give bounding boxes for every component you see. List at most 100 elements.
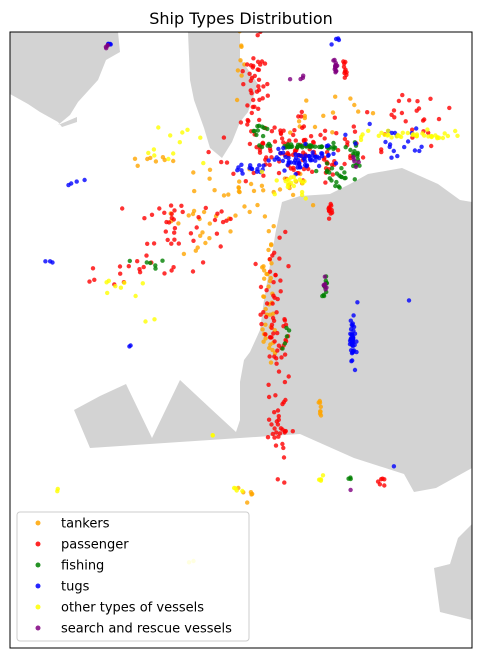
scatter-point <box>302 115 307 121</box>
scatter-point <box>351 154 356 160</box>
scatter-point <box>304 164 309 169</box>
legend-label: passenger <box>61 538 129 553</box>
scatter-point <box>277 256 282 261</box>
scatter-point <box>342 161 347 167</box>
scatter-point <box>272 125 277 130</box>
scatter-point <box>142 216 147 221</box>
scatter-point <box>326 216 332 221</box>
scatter-point <box>322 128 328 133</box>
scatter-point <box>283 229 288 235</box>
scatter-point <box>207 167 213 172</box>
scatter-point <box>269 322 275 327</box>
scatter-point <box>300 125 305 130</box>
scatter-point <box>239 43 244 48</box>
scatter-point <box>151 241 157 246</box>
scatter-point <box>313 158 318 163</box>
scatter-point <box>192 188 197 194</box>
land-central-north <box>188 32 258 158</box>
scatter-point <box>405 139 411 144</box>
scatter-point <box>263 306 268 312</box>
scatter-point <box>351 324 357 330</box>
scatter-point <box>266 284 271 289</box>
scatter-point <box>122 280 127 285</box>
scatter-point <box>128 343 133 348</box>
scatter-point <box>277 187 283 192</box>
scatter-point <box>126 264 131 269</box>
scatter-point <box>281 445 286 451</box>
scatter-point <box>302 179 307 184</box>
scatter-point <box>257 163 262 168</box>
scatter-point <box>348 318 353 323</box>
scatter-point <box>366 128 371 133</box>
scatter-point <box>282 379 288 385</box>
scatter-point <box>317 411 323 416</box>
scatter-point <box>316 163 322 169</box>
scatter-point <box>269 243 274 248</box>
scatter-point <box>231 171 236 176</box>
scatter-point <box>286 374 291 379</box>
scatter-point <box>348 147 353 153</box>
scatter-point <box>207 236 212 241</box>
scatter-point <box>274 310 279 315</box>
scatter-point <box>283 337 288 343</box>
scatter-point <box>195 245 200 250</box>
scatter-point <box>334 171 340 176</box>
scatter-point <box>379 149 384 155</box>
scatter-point <box>389 112 394 118</box>
scatter-point <box>289 142 294 147</box>
legend-marker <box>35 520 41 526</box>
scatter-point <box>309 169 315 174</box>
scatter-point <box>262 214 268 219</box>
scatter-point <box>429 143 434 149</box>
scatter-point <box>251 170 256 176</box>
scatter-point <box>135 163 140 168</box>
scatter-point <box>419 144 424 149</box>
scatter-point <box>411 132 416 137</box>
scatter-point <box>140 281 145 286</box>
scatter-point <box>296 114 301 119</box>
scatter-point <box>257 150 263 155</box>
scatter-point <box>295 145 300 150</box>
scatter-point <box>349 359 354 364</box>
scatter-point <box>273 393 278 398</box>
scatter-point <box>151 147 157 152</box>
scatter-point <box>266 229 271 234</box>
scatter-point <box>370 111 376 116</box>
scatter-point <box>168 133 173 138</box>
scatter-point <box>348 327 354 332</box>
scatter-point <box>240 69 245 74</box>
scatter-point <box>310 203 316 208</box>
scatter-point <box>264 271 269 277</box>
scatter-point <box>331 140 336 146</box>
scatter-point <box>259 144 265 150</box>
scatter-point <box>389 155 394 160</box>
scatter-point <box>272 139 278 144</box>
scatter-point <box>293 178 298 183</box>
scatter-point <box>453 128 458 134</box>
scatter-point <box>272 157 277 162</box>
scatter-point <box>276 434 281 439</box>
scatter-point <box>266 247 271 253</box>
scatter-point <box>276 156 281 162</box>
scatter-point <box>169 211 174 217</box>
scatter-point <box>307 143 313 148</box>
scatter-point <box>196 215 201 220</box>
scatter-point <box>280 441 285 447</box>
scatter-point <box>90 266 96 271</box>
scatter-point <box>270 347 275 353</box>
scatter-point <box>291 183 297 189</box>
scatter-point <box>445 133 451 139</box>
scatter-point <box>245 117 250 123</box>
scatter-point <box>291 174 296 180</box>
scatter-point <box>262 61 268 66</box>
scatter-point <box>207 176 212 181</box>
scatter-point <box>352 331 358 336</box>
scatter-point <box>351 313 356 318</box>
scatter-point <box>234 97 240 103</box>
scatter-point <box>342 136 348 142</box>
legend-marker <box>35 625 41 631</box>
scatter-point <box>337 185 342 190</box>
scatter-point <box>272 410 277 415</box>
scatter-point <box>282 480 287 485</box>
legend-label: search and rescue vessels <box>61 622 232 637</box>
